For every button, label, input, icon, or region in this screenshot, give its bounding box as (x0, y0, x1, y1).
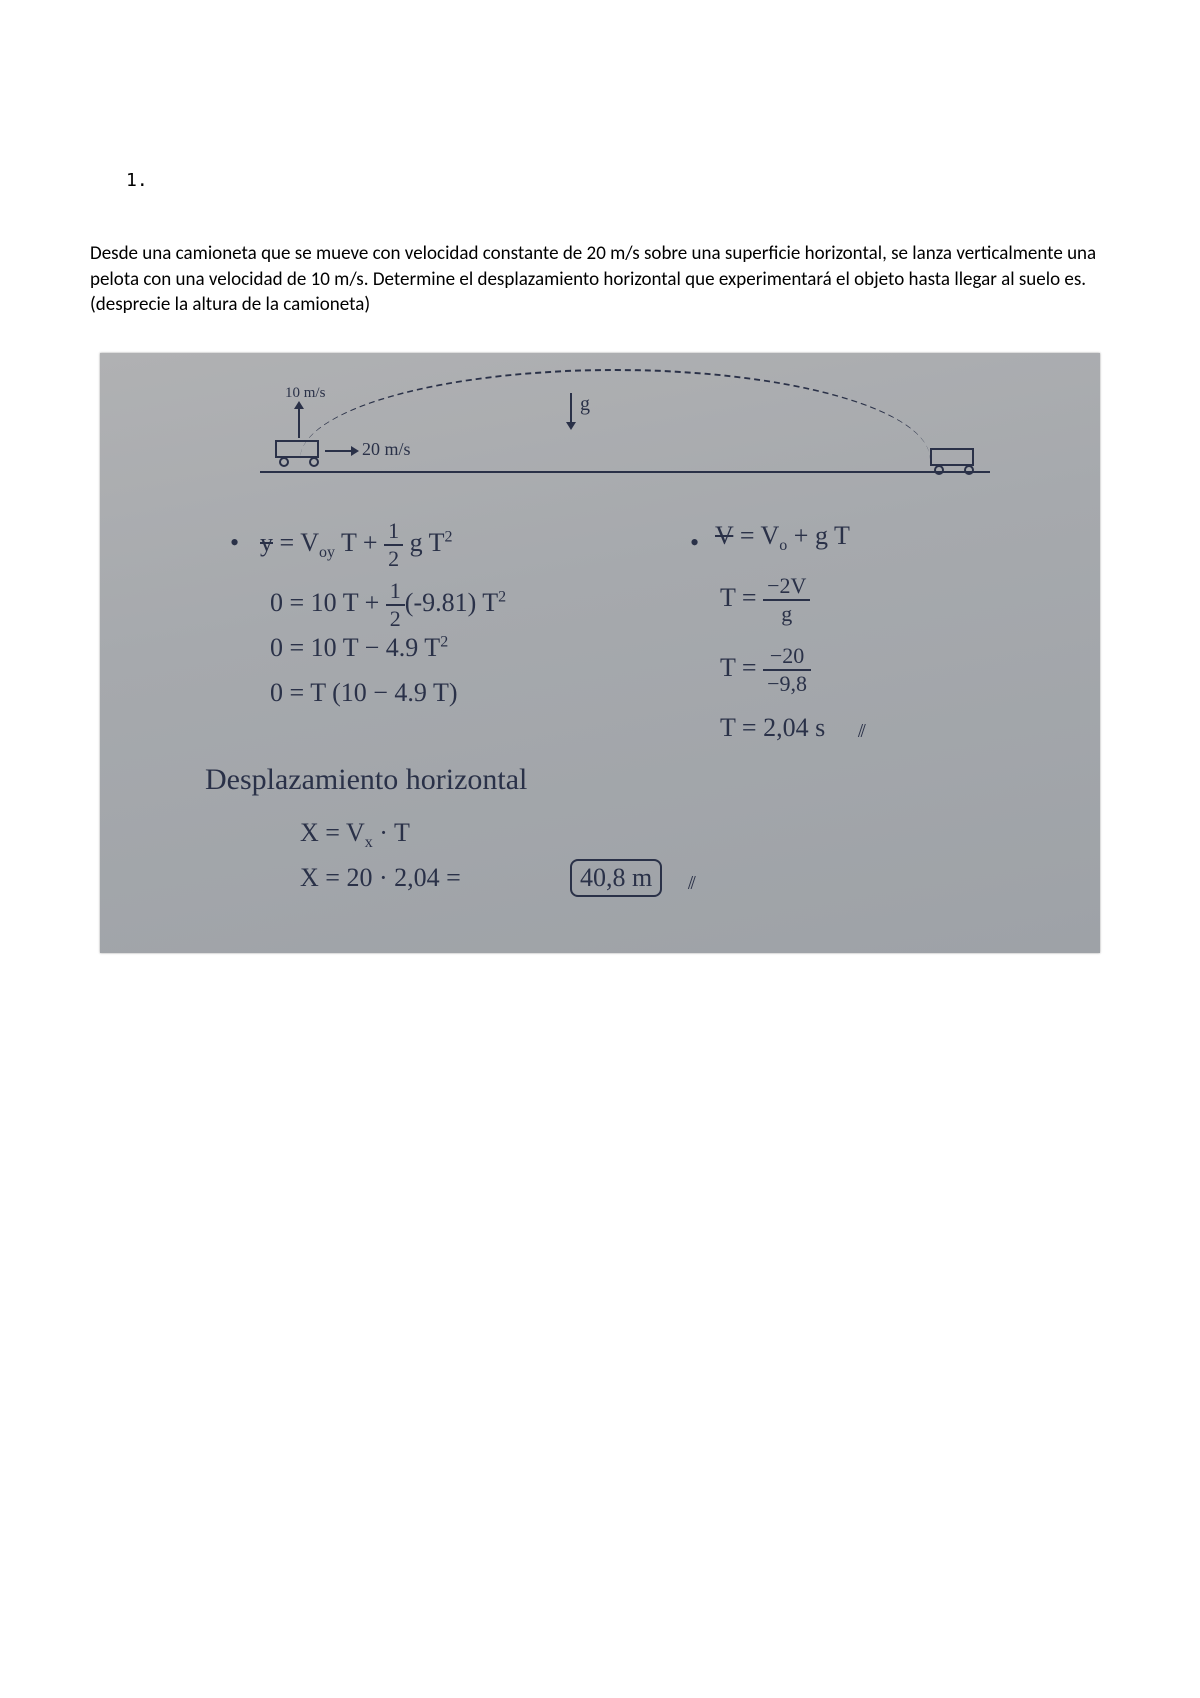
bullet-2: • (690, 528, 699, 558)
problem-statement: Desde una camioneta que se mueve con vel… (90, 241, 1110, 318)
eq5: V = Vo + g T (715, 521, 850, 555)
eq10: X = 20 · 2,04 = (300, 863, 461, 893)
handwritten-solution: 10 m/s 20 m/s g • y = Voy T + 12 g T2 0 … (100, 353, 1100, 953)
problem-number: 1. (126, 170, 1110, 191)
v-vertical-label: 10 m/s (285, 385, 325, 402)
eq8: T = 2,04 s (720, 713, 825, 743)
gravity-arrow (570, 393, 572, 428)
eq1: y = Voy T + 12 g T2 (260, 518, 453, 572)
eq6: T = −2Vg (720, 573, 810, 627)
result-box: 40,8 m (570, 859, 662, 897)
eq4: 0 = T (10 − 4.9 T) (270, 678, 458, 708)
eq2: 0 = 10 T + 12(-9.81) T2 (270, 578, 506, 632)
gravity-label: g (580, 393, 590, 416)
eq7: T = −20−9,8 (720, 643, 811, 697)
eq8-check: ⫽ (858, 721, 866, 742)
ground-line (260, 471, 990, 473)
result-check: ⫽ (688, 873, 696, 894)
truck-right (930, 448, 980, 473)
eq9: X = Vx · T (300, 818, 410, 852)
v-horizontal-label: 20 m/s (362, 439, 411, 460)
velocity-up-arrow (298, 403, 300, 438)
velocity-right-arrow (325, 450, 357, 452)
eq3: 0 = 10 T − 4.9 T2 (270, 633, 448, 663)
truck-left (275, 440, 325, 465)
heading-horizontal: Desplazamiento horizontal (205, 763, 527, 797)
bullet-1: • (230, 528, 239, 558)
